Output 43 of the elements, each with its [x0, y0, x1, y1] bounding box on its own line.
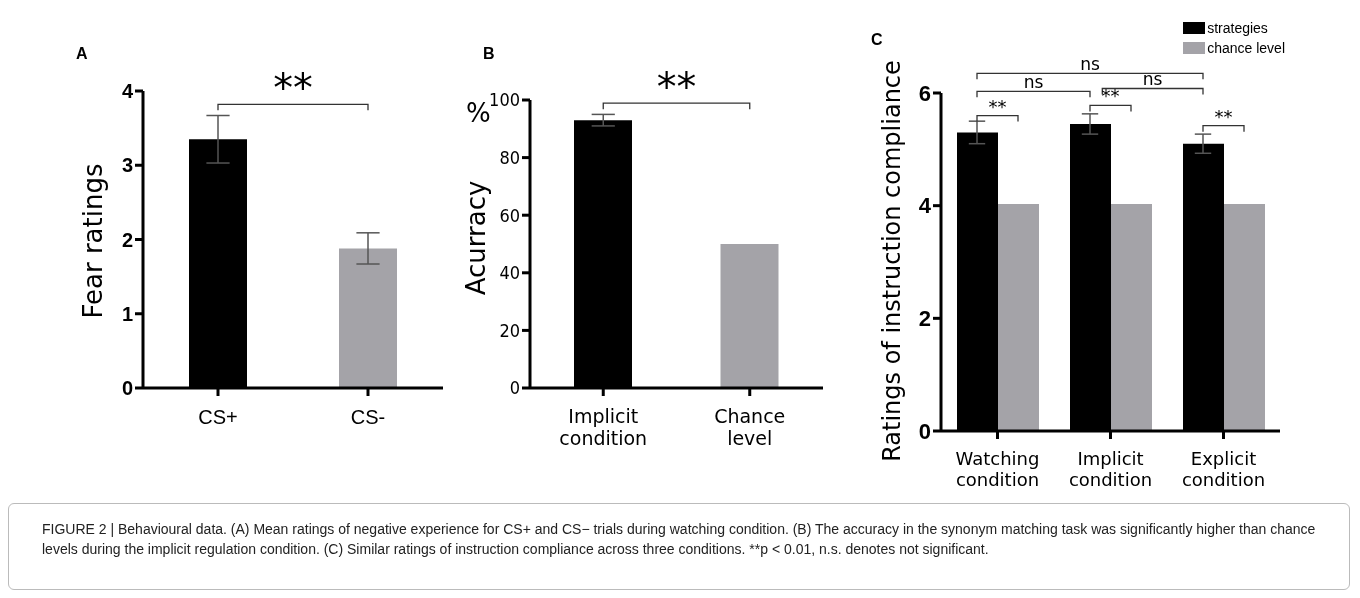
text: ns	[1142, 69, 1163, 90]
y-tick-label: 2	[121, 228, 133, 251]
text: ns	[1080, 54, 1100, 75]
x-tick-label: Chance level	[714, 405, 786, 449]
y-tick-label: 3	[121, 154, 133, 177]
chart-title: B	[483, 45, 495, 63]
y-tick-label: 100	[489, 89, 520, 111]
caption: FIGURE 2 | Behavioural data. (A) Mean ratings of negative experience for CS+ and CS− trials during watching condition. (B) The accuracy in the synonym matching task was significantly higher than chance levels during the implicit regulation condition. (C) Similar ratings of instruction compliance across three conditions. **p < 0.01, n.s. denotes not significant.	[41, 520, 1317, 559]
y-tick-label: 1	[121, 302, 133, 325]
legend-label: chance level	[1207, 40, 1285, 56]
chart-title: A	[76, 45, 88, 63]
y-axis-title: Ratings of instruction compliance	[878, 60, 906, 462]
y-tick-label: 4	[918, 193, 932, 219]
x-tick-label: CS+	[198, 406, 238, 428]
x-tick-label: Implicit condition	[559, 405, 648, 449]
x-tick-label: Implicit condition	[1068, 448, 1153, 490]
annotation: **	[656, 63, 697, 110]
y-axis-title: Acurracy	[461, 180, 491, 296]
text: ns	[1023, 72, 1044, 93]
y-tick-label: 0	[918, 418, 931, 444]
annotation: **	[988, 95, 1007, 117]
chart-title: C	[871, 31, 883, 49]
annotation: **	[1214, 105, 1233, 127]
y-tick-label: 40	[499, 262, 520, 284]
annotation: **	[273, 64, 313, 111]
y-tick-label: 20	[499, 319, 520, 341]
bar	[1111, 203, 1152, 431]
x-tick-label: CS-	[350, 406, 386, 428]
bar	[998, 203, 1039, 431]
y-tick-label: 6	[918, 80, 931, 106]
bar	[1224, 203, 1265, 431]
y-tick-label: 0	[509, 377, 520, 399]
y-axis-title: Fear ratings	[78, 163, 108, 319]
x-tick-label: Watching condition	[955, 448, 1040, 490]
annotation: **	[1101, 85, 1120, 107]
legend-label: strategies	[1207, 20, 1268, 36]
y-tick-label: 0	[121, 377, 133, 400]
y-tick-label: 60	[499, 204, 520, 226]
y-tick-label: 80	[499, 146, 520, 168]
y-tick-label: 2	[918, 306, 931, 332]
text: %	[466, 98, 491, 128]
x-tick-label: Explicit condition	[1181, 448, 1266, 490]
y-tick-label: 4	[121, 80, 134, 103]
